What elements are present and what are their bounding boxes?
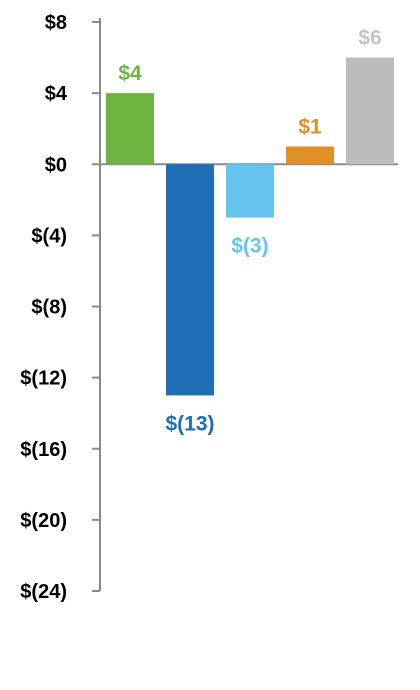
y-tick-label: $(8): [31, 297, 67, 319]
y-tick-label: $(4): [31, 225, 67, 247]
y-tick-label: $(12): [20, 368, 67, 390]
bar: [106, 93, 154, 165]
data-labels: $4 $(13) $(3) $1 $6: [118, 27, 381, 436]
y-tick-label: $8: [45, 12, 67, 34]
bar: [226, 164, 274, 218]
bar: [286, 146, 334, 165]
data-label: $1: [298, 115, 322, 138]
data-label: $(3): [231, 235, 268, 258]
y-tick-label: $4: [45, 83, 68, 105]
bar: [166, 164, 214, 396]
data-label: $(13): [165, 412, 214, 435]
bars: [106, 57, 394, 396]
y-tick-label: $(24): [20, 581, 67, 603]
y-tick-label: $(16): [20, 439, 67, 461]
y-axis: $8 $4 $0 $(4) $(8) $(12) $(16) $(20) $(24): [20, 12, 398, 603]
bar: [346, 57, 394, 165]
y-tick-label: $(20): [20, 510, 67, 532]
data-label: $6: [358, 27, 381, 50]
data-label: $4: [118, 62, 142, 85]
y-tick-label: $0: [45, 154, 67, 176]
